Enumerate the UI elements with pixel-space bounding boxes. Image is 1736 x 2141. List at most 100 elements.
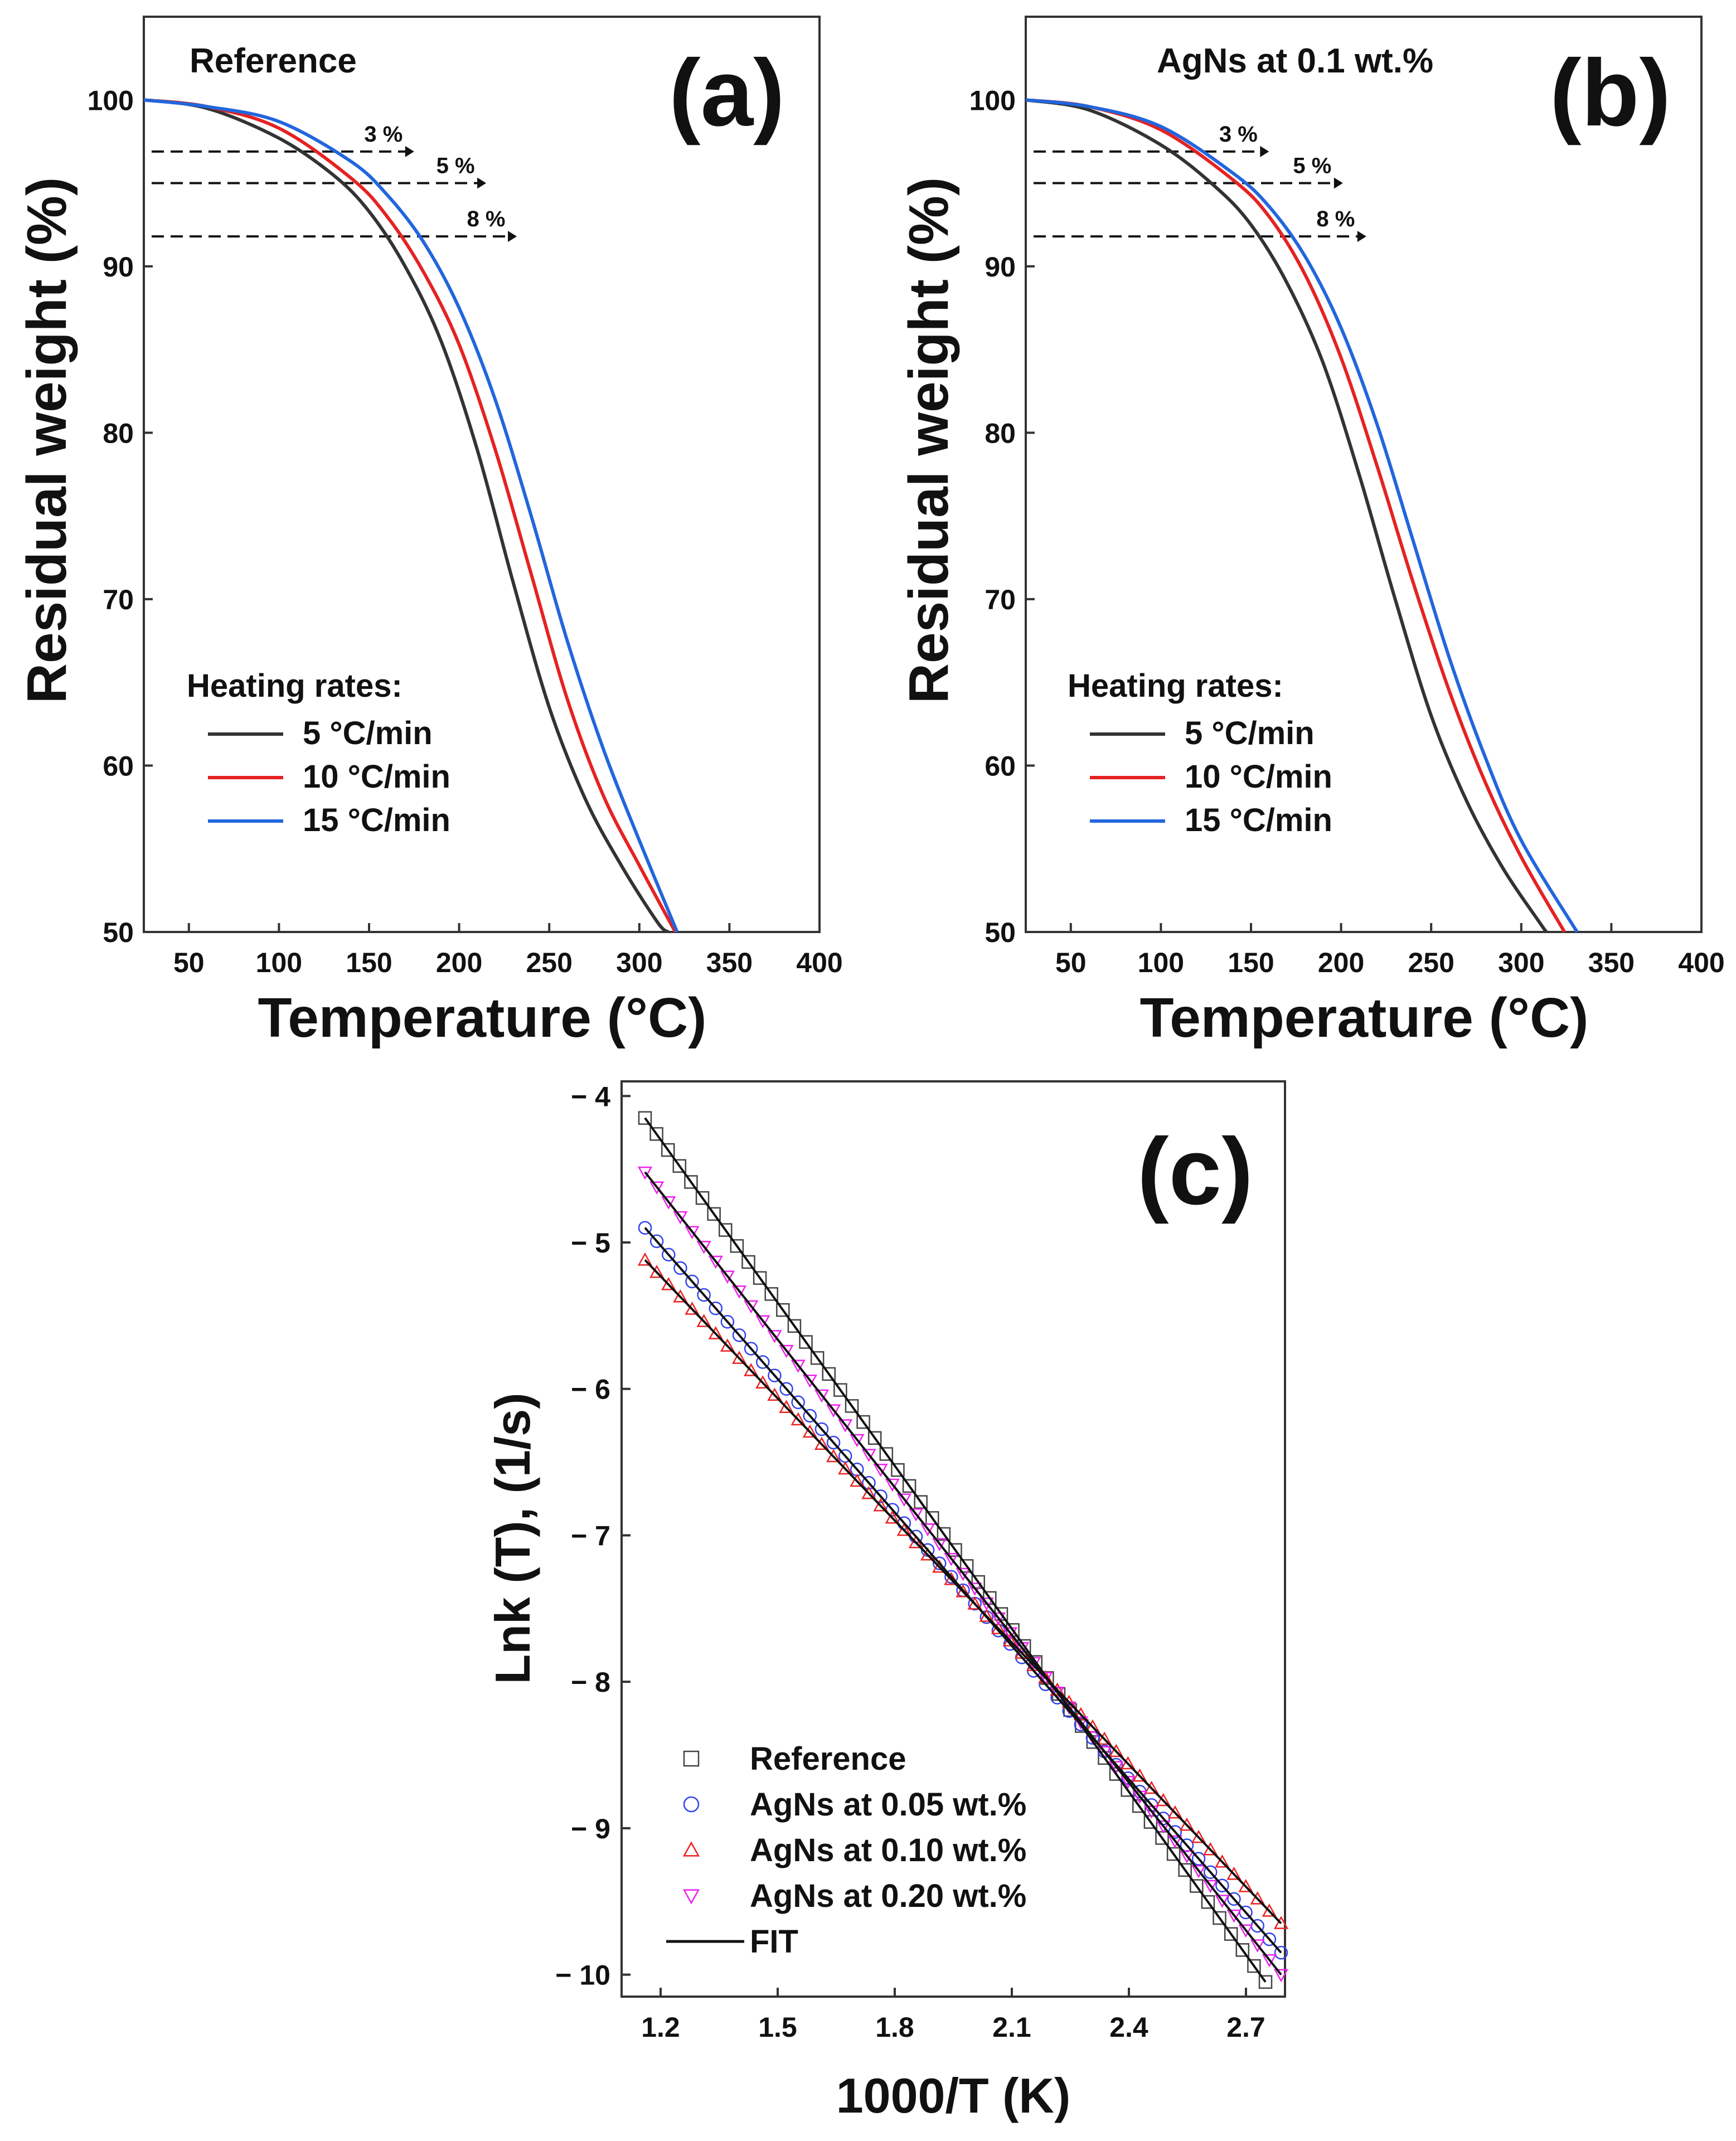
data-point [944, 1570, 958, 1584]
y-tick-label: 80 [103, 417, 134, 449]
series-line [143, 98, 679, 933]
data-point [944, 1553, 959, 1566]
x-tick-label: 400 [796, 947, 842, 978]
data-point [1226, 1866, 1242, 1880]
data-point [1190, 1879, 1204, 1893]
data-point [862, 1476, 876, 1490]
data-point [1074, 1717, 1088, 1732]
data-point [1247, 1959, 1261, 1973]
conversion-label: 8 % [467, 207, 506, 231]
panel-a-title: Reference [190, 42, 357, 80]
data-point [885, 1510, 900, 1524]
data-point [720, 1315, 735, 1329]
x-tick-label: 2.4 [1109, 2012, 1148, 2043]
data-point [719, 1223, 733, 1237]
panel-b-tag: (b) [1550, 40, 1671, 146]
data-point [1121, 1756, 1136, 1770]
y-tick-label: − 7 [571, 1520, 610, 1551]
panel-a-curves [143, 98, 679, 934]
data-point [779, 1344, 794, 1358]
conversion-label: 5 % [437, 154, 475, 178]
data-point [1201, 1895, 1215, 1909]
data-point [1213, 1911, 1226, 1925]
data-point [879, 1447, 894, 1461]
x-tick-label: 350 [706, 947, 753, 978]
panel-b-frame [1025, 16, 1703, 933]
fit-line [644, 1117, 1267, 1983]
x-tick-label: 1.8 [875, 2012, 914, 2043]
data-point [768, 1368, 782, 1382]
data-point [1179, 1817, 1195, 1831]
panel-c-xlabel: 1000/T (K) [836, 2068, 1071, 2123]
data-point [956, 1567, 971, 1581]
data-point [1273, 1969, 1289, 1983]
data-point [709, 1301, 723, 1315]
data-point [779, 1400, 794, 1414]
data-point [720, 1270, 735, 1284]
data-point [638, 1111, 652, 1125]
data-point [1250, 1891, 1265, 1905]
data-point [649, 1127, 663, 1141]
legend-entry: AgNs at 0.05 wt.% [750, 1786, 1026, 1823]
x-tick-label: 50 [173, 947, 205, 978]
data-point [732, 1328, 746, 1342]
y-tick-label: 90 [985, 251, 1016, 283]
data-point [1238, 1878, 1253, 1892]
panel-b-title: AgNs at 0.1 wt.% [1157, 42, 1433, 80]
panel-c-ticks: 1.2 1.5 1.8 2.1 2.4 2.7 − 10 − 9 − 8 − 7 − 6 − 5 − 4 [555, 1081, 1265, 2043]
legend-entry: Reference [750, 1741, 906, 1777]
data-point [756, 1355, 770, 1369]
data-point [803, 1409, 817, 1423]
data-point [787, 1319, 802, 1333]
data-point [826, 1435, 841, 1450]
data-point [1191, 1852, 1206, 1866]
data-point [873, 1498, 888, 1512]
y-tick-label: 70 [103, 584, 134, 615]
data-point [861, 1485, 876, 1499]
y-tick-label: 100 [88, 85, 134, 116]
panel-b: 50 100 150 200 250 300 350 400 50 60 70 80 90 100 3 %… [898, 16, 1725, 1049]
legend-entry: 15 °C/min [303, 802, 450, 838]
legend-entry: 5 °C/min [1185, 715, 1315, 751]
panel-c-frame [620, 1080, 1286, 1998]
data-point [696, 1314, 711, 1327]
data-point [730, 1239, 744, 1253]
legend-entry: AgNs at 0.20 wt.% [750, 1878, 1026, 1914]
y-tick-label: − 5 [571, 1227, 610, 1259]
data-point [791, 1395, 805, 1410]
panel-a-legend: 5 °C/min 10 °C/min 15 °C/min [208, 715, 450, 838]
data-point [902, 1479, 917, 1493]
data-point [1227, 1892, 1241, 1906]
data-point [814, 1436, 830, 1450]
series-line [1025, 98, 1548, 933]
data-point [673, 1211, 688, 1225]
data-point [672, 1159, 687, 1173]
legend-entry: 5 °C/min [303, 715, 433, 751]
y-tick-label: − 4 [571, 1081, 610, 1112]
panel-a-ylabel: Residual weight (%) [16, 177, 78, 704]
data-point [767, 1387, 782, 1401]
x-tick-label: 150 [346, 947, 392, 978]
data-point [684, 1175, 698, 1189]
data-point [649, 1234, 664, 1249]
data-point [833, 1383, 847, 1397]
panel-a-legend-title: Heating rates: [187, 668, 403, 704]
panel-a: 50 100 150 200 250 300 350 400 50 60 70 80 90 100 3 %… [16, 16, 843, 1049]
x-tick-label: 1.5 [758, 2012, 797, 2043]
legend-entry: AgNs at 0.10 wt.% [750, 1832, 1026, 1868]
data-point [850, 1434, 865, 1448]
conversion-arrowhead [1333, 177, 1343, 189]
data-point [1179, 1850, 1195, 1863]
data-point [637, 1166, 653, 1180]
data-point [662, 1247, 676, 1262]
data-point [649, 1181, 665, 1195]
panel-a-xlabel: Temperature (°C) [258, 987, 707, 1049]
data-point [1167, 1835, 1182, 1849]
panel-a-frame [143, 16, 821, 933]
x-tick-label: 400 [1678, 947, 1724, 978]
y-tick-label: 60 [103, 750, 134, 781]
data-point [1144, 1780, 1159, 1794]
data-point [1203, 1880, 1218, 1894]
x-tick-label: 250 [1408, 947, 1454, 978]
data-point [885, 1478, 900, 1492]
